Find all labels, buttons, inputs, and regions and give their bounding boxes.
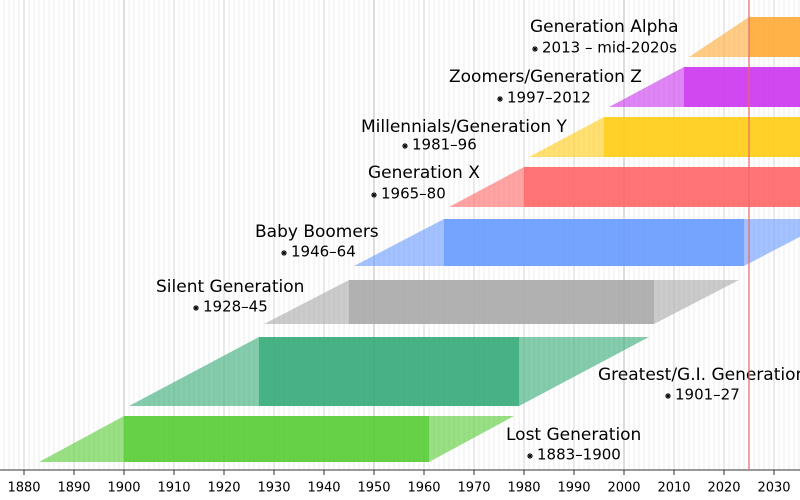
birth-symbol xyxy=(527,453,533,459)
x-tick-label: 1900 xyxy=(107,481,140,496)
x-tick-label: 1910 xyxy=(157,481,190,496)
generation-range: 2013 – mid-2020s xyxy=(542,39,677,57)
generation xyxy=(689,17,800,57)
birth-symbol xyxy=(402,143,408,149)
birth-symbol xyxy=(193,305,199,311)
x-tick-label: 1990 xyxy=(557,481,590,496)
generation-core xyxy=(124,416,429,462)
generation xyxy=(39,416,514,462)
generation-name: Zoomers/Generation Z xyxy=(449,67,642,87)
x-tick-label: 1890 xyxy=(57,481,90,496)
birth-symbol xyxy=(371,192,377,198)
generation-name: Generation Alpha xyxy=(530,17,679,37)
x-tick-label: 1950 xyxy=(357,481,390,496)
x-tick-label: 2030 xyxy=(757,481,790,496)
generation xyxy=(129,337,649,406)
x-tick-label: 1930 xyxy=(257,481,290,496)
generation-core xyxy=(259,337,519,406)
x-tick-label: 1980 xyxy=(507,481,540,496)
generation xyxy=(264,280,739,324)
x-tick-label: 2010 xyxy=(657,481,690,496)
generation-core xyxy=(524,167,800,207)
generation-core xyxy=(684,67,800,107)
birth-symbol xyxy=(497,96,503,102)
generation-name: Silent Generation xyxy=(156,277,304,297)
generation-range: 1928–45 xyxy=(203,298,268,316)
generation xyxy=(609,67,800,107)
x-tick-label: 2020 xyxy=(707,481,740,496)
generation-core xyxy=(749,17,800,57)
generation-core xyxy=(444,219,744,266)
x-tick-label: 1920 xyxy=(207,481,240,496)
generation-name: Lost Generation xyxy=(506,425,641,445)
generation-range: 1965–80 xyxy=(381,185,446,203)
generation-range: 1997–2012 xyxy=(507,89,591,107)
birth-symbol xyxy=(532,46,538,52)
x-tick-label: 2000 xyxy=(607,481,640,496)
x-tick-label: 1880 xyxy=(7,481,40,496)
generation-core xyxy=(604,117,800,157)
birth-symbol xyxy=(665,393,671,399)
x-tick-label: 1970 xyxy=(457,481,490,496)
generation-core xyxy=(349,280,654,324)
birth-symbol xyxy=(281,250,287,256)
generation-range: 1901–27 xyxy=(675,386,740,404)
generation-range: 1883–1900 xyxy=(537,446,621,464)
generation-name: Baby Boomers xyxy=(255,222,379,242)
generation-range: 1981–96 xyxy=(412,136,477,154)
x-tick-label: 1960 xyxy=(407,481,440,496)
generation xyxy=(529,117,800,157)
generation-name: Greatest/G.I. Generation xyxy=(598,365,800,385)
generation xyxy=(354,219,800,266)
generation-name: Generation X xyxy=(368,163,480,183)
generation-range: 1946–64 xyxy=(291,243,356,261)
generation xyxy=(449,167,800,207)
generation-name: Millennials/Generation Y xyxy=(361,117,568,137)
x-tick-label: 1940 xyxy=(307,481,340,496)
